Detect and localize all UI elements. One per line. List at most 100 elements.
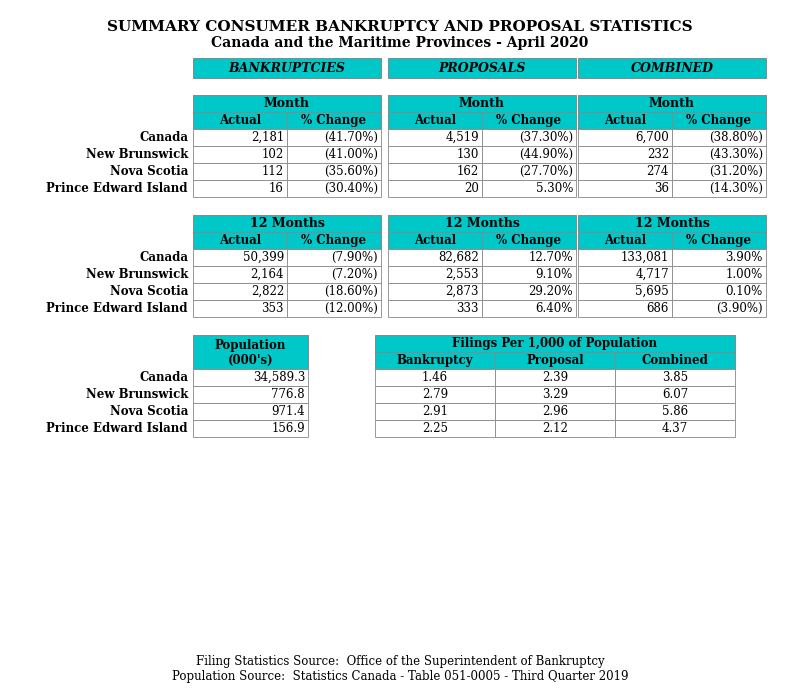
Text: 130: 130 — [457, 148, 479, 161]
Text: 2,164: 2,164 — [250, 268, 284, 281]
Bar — [193, 180, 287, 197]
Text: 29.20%: 29.20% — [528, 285, 573, 298]
Bar — [615, 369, 735, 386]
Text: 232: 232 — [646, 148, 669, 161]
Text: (7.20%): (7.20%) — [331, 268, 378, 281]
Bar — [388, 283, 482, 300]
Text: (41.70%): (41.70%) — [324, 131, 378, 144]
Bar — [672, 129, 766, 146]
Text: 971.4: 971.4 — [271, 405, 305, 418]
Text: Canada: Canada — [139, 131, 188, 144]
Bar — [578, 129, 672, 146]
Text: Actual: Actual — [219, 234, 261, 247]
Text: (37.30%): (37.30%) — [519, 131, 573, 144]
Bar — [287, 232, 381, 249]
Text: (18.60%): (18.60%) — [324, 285, 378, 298]
Bar — [287, 129, 381, 146]
Bar — [578, 283, 672, 300]
Text: Population Source:  Statistics Canada - Table 051-0005 - Third Quarter 2019: Population Source: Statistics Canada - T… — [172, 670, 628, 683]
Text: (44.90%): (44.90%) — [519, 148, 573, 161]
Bar — [193, 129, 287, 146]
Bar — [578, 266, 672, 283]
Bar — [193, 403, 308, 420]
Bar — [578, 180, 672, 197]
Text: Prince Edward Island: Prince Edward Island — [46, 422, 188, 435]
Bar — [578, 300, 672, 317]
Text: 4,519: 4,519 — [446, 131, 479, 144]
Text: 50,399: 50,399 — [242, 251, 284, 264]
Text: Bankruptcy: Bankruptcy — [397, 354, 474, 367]
Text: Canada: Canada — [139, 371, 188, 384]
Bar — [482, 163, 576, 180]
Text: 6,700: 6,700 — [635, 131, 669, 144]
Bar — [287, 163, 381, 180]
Text: SUMMARY CONSUMER BANKRUPTCY AND PROPOSAL STATISTICS: SUMMARY CONSUMER BANKRUPTCY AND PROPOSAL… — [107, 20, 693, 34]
Bar — [388, 180, 482, 197]
Bar — [615, 420, 735, 437]
Text: Actual: Actual — [219, 114, 261, 127]
Text: 333: 333 — [457, 302, 479, 315]
Text: Month: Month — [264, 97, 310, 110]
Bar — [482, 283, 576, 300]
Text: 2,873: 2,873 — [446, 285, 479, 298]
Text: 274: 274 — [646, 165, 669, 178]
Text: % Change: % Change — [686, 114, 751, 127]
Bar — [193, 95, 381, 112]
Bar — [495, 386, 615, 403]
Text: (000's): (000's) — [228, 354, 274, 367]
Bar — [388, 58, 576, 78]
Bar — [287, 266, 381, 283]
Bar — [482, 112, 576, 129]
Text: % Change: % Change — [497, 114, 562, 127]
Bar — [578, 249, 672, 266]
Text: 5.86: 5.86 — [662, 405, 688, 418]
Text: 82,682: 82,682 — [438, 251, 479, 264]
Bar — [672, 112, 766, 129]
Text: (41.00%): (41.00%) — [324, 148, 378, 161]
Text: 2.25: 2.25 — [422, 422, 448, 435]
Text: 133,081: 133,081 — [621, 251, 669, 264]
Text: 4.37: 4.37 — [662, 422, 688, 435]
Bar — [375, 369, 495, 386]
Bar — [388, 300, 482, 317]
Text: 2.91: 2.91 — [422, 405, 448, 418]
Bar — [375, 335, 735, 352]
Text: 3.29: 3.29 — [542, 388, 568, 401]
Bar — [578, 112, 672, 129]
Text: Actual: Actual — [414, 234, 456, 247]
Text: 20: 20 — [464, 182, 479, 195]
Bar — [193, 249, 287, 266]
Bar — [578, 95, 766, 112]
Bar — [287, 180, 381, 197]
Text: PROPOSALS: PROPOSALS — [438, 62, 526, 74]
Text: 16: 16 — [269, 182, 284, 195]
Text: 34,589.3: 34,589.3 — [253, 371, 305, 384]
Text: % Change: % Change — [686, 234, 751, 247]
Bar — [193, 146, 287, 163]
Text: 4,717: 4,717 — [635, 268, 669, 281]
Text: 156.9: 156.9 — [271, 422, 305, 435]
Text: 112: 112 — [262, 165, 284, 178]
Bar — [615, 352, 735, 369]
Bar — [615, 386, 735, 403]
Text: Actual: Actual — [604, 114, 646, 127]
Bar — [482, 232, 576, 249]
Text: 12 Months: 12 Months — [250, 217, 325, 230]
Bar — [388, 95, 576, 112]
Bar — [388, 129, 482, 146]
Bar — [495, 403, 615, 420]
Text: 3.85: 3.85 — [662, 371, 688, 384]
Text: 776.8: 776.8 — [271, 388, 305, 401]
Bar — [287, 300, 381, 317]
Text: 2,822: 2,822 — [250, 285, 284, 298]
Text: Prince Edward Island: Prince Edward Island — [46, 182, 188, 195]
Bar — [578, 232, 672, 249]
Bar — [193, 283, 287, 300]
Text: (27.70%): (27.70%) — [519, 165, 573, 178]
Bar — [193, 232, 287, 249]
Text: 1.46: 1.46 — [422, 371, 448, 384]
Text: 353: 353 — [262, 302, 284, 315]
Bar — [482, 266, 576, 283]
Bar — [193, 335, 308, 369]
Bar — [388, 249, 482, 266]
